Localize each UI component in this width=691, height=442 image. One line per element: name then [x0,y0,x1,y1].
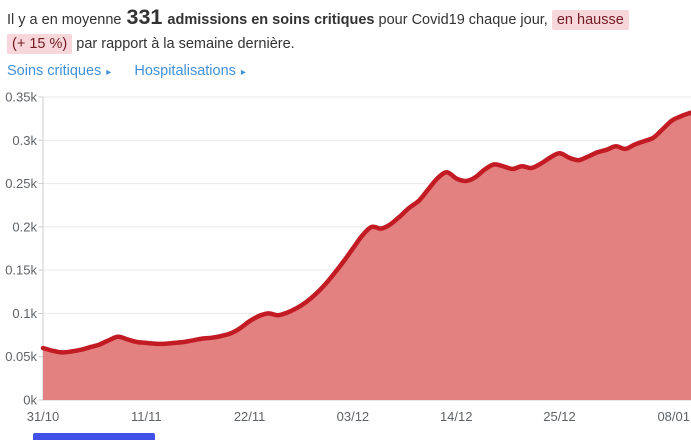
x-tick-label: 08/01 [657,409,690,424]
right-triangle-icon: ▸ [240,67,246,78]
admissions-area-chart: 0k 0.05k 0.1k 0.15k 0.2k 0.25k 0.3k 0.35k 31/10 1… [5,90,691,424]
x-tick-label: 31/10 [27,409,60,424]
y-tick-label: 0.05k [5,349,37,364]
right-triangle-icon: ▸ [106,67,112,78]
summary-text: Il y a en moyenne 331 admissions en soin… [0,0,691,56]
trend-badge: en hausse [551,10,629,30]
x-tick-label: 25/12 [543,409,576,424]
x-tick-label: 03/12 [337,409,370,424]
stat-value: 331 [126,5,163,29]
chart-tabs: Soins critiques ▸ Hospitalisations ▸ [0,56,691,81]
summary-middle: pour Covid19 chaque jour, [378,12,548,28]
y-tick-label: 0.25k [5,176,37,191]
y-tick-label: 0.3k [12,133,37,148]
x-tick-label: 14/12 [440,409,473,424]
y-tick-label: 0.15k [5,263,37,278]
y-tick-label: 0k [23,393,37,408]
stat-label: admissions en soins critiques [167,12,375,28]
link-soins-critiques[interactable]: Soins critiques ▸ [7,63,112,79]
trend-line [40,110,691,355]
summary-prefix: Il y a en moyenne [7,12,122,28]
summary-suffix: par rapport à la semaine dernière. [76,36,295,52]
link-hospitalisations[interactable]: Hospitalisations ▸ [134,63,246,79]
y-tick-label: 0.2k [12,219,37,234]
partial-bottom-element[interactable] [33,433,155,440]
area-fill [43,112,691,400]
trend-detail-badge: (+ 15 %) [7,34,73,54]
x-tick-label: 11/11 [131,409,162,424]
y-tick-label: 0.35k [5,90,37,105]
x-tick-label: 22/11 [234,409,266,424]
y-tick-label: 0.1k [12,306,37,321]
